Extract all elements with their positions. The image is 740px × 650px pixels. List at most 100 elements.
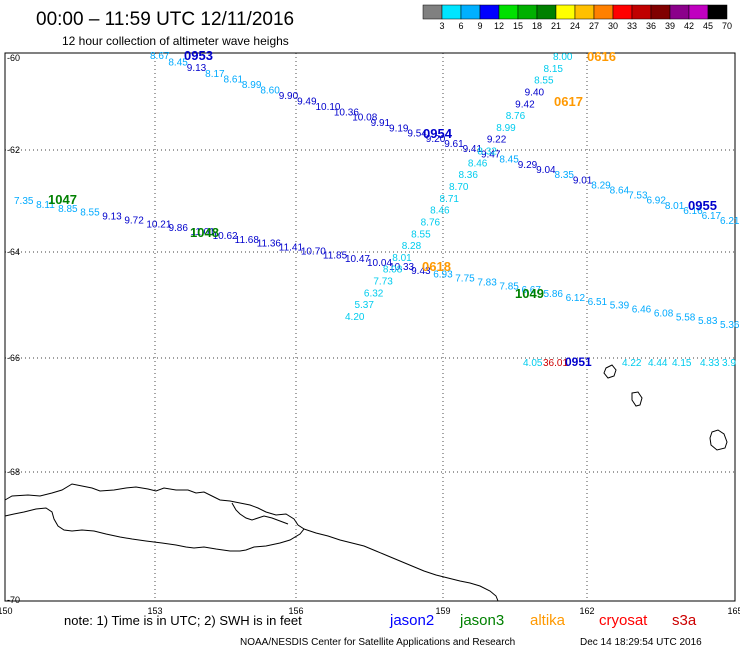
swh-value: 6.51 (588, 297, 608, 308)
swh-value: 8.01 (392, 253, 412, 264)
island-2 (631, 391, 643, 407)
footer: note: 1) Time is in UTC; 2) SWH is in fe… (64, 612, 702, 648)
legend-label: 45 (703, 21, 713, 31)
swh-value: 9.01 (573, 175, 593, 186)
satellite-name-altika: altika (530, 612, 566, 629)
legend-label: 30 (608, 21, 618, 31)
legend-label: 18 (532, 21, 542, 31)
legend-swatch (631, 4, 652, 20)
lat-tick-label: -70 (7, 595, 20, 605)
lon-tick-label: 153 (147, 606, 162, 616)
lon-tick-label: 162 (579, 606, 594, 616)
swh-value: 10.21 (146, 219, 171, 230)
swh-value: 9.29 (518, 160, 538, 171)
swh-value: 9.72 (124, 215, 144, 226)
swh-value: 9.86 (168, 223, 188, 234)
lat-tick-label: -60 (7, 53, 20, 63)
swh-value: 5.39 (610, 301, 630, 312)
pass-time-label: 0616 (587, 49, 616, 64)
swh-value: 11.01 (191, 227, 216, 238)
lat-tick-label: -66 (7, 353, 20, 363)
legend-swatch (688, 4, 709, 20)
swh-value: 7.35 (14, 196, 34, 207)
swh-value: 6.16 (683, 206, 703, 217)
legend-swatch (593, 4, 614, 20)
swh-value: 8.32 (477, 147, 497, 158)
legend-swatch (536, 4, 557, 20)
swh-value: 6.92 (646, 196, 666, 207)
lon-tick-label: 156 (288, 606, 303, 616)
swh-value: 7.73 (373, 277, 393, 288)
swh-value: 9.41 (463, 144, 483, 155)
legend-swatch (707, 4, 728, 20)
swh-value: 9.13 (102, 212, 122, 223)
pass-time-label: 0951 (565, 355, 592, 369)
swh-value: 4.20 (345, 312, 365, 323)
swh-value: 9.61 (444, 139, 464, 150)
swh-value: 9.43 (411, 266, 431, 277)
header: 00:00 – 11:59 UTC 12/11/2016 12 hour col… (36, 9, 294, 48)
swh-value: 11.68 (235, 235, 260, 246)
swh-value: 9.40 (525, 87, 545, 98)
swh-value: 11.36 (257, 239, 282, 250)
swh-value: 8.99 (242, 80, 262, 91)
lat-tick-label: -64 (7, 247, 20, 257)
pass-time-label: 0617 (554, 94, 583, 109)
swh-value: 8.85 (58, 204, 78, 215)
swh-value: 8.99 (496, 123, 516, 134)
footer-credit: NOAA/NESDIS Center for Satellite Applica… (240, 637, 515, 648)
legend-label: 24 (570, 21, 580, 31)
swh-value: 10.36 (334, 107, 359, 118)
swh-value: 5.83 (698, 316, 718, 327)
swh-value: 10.33 (389, 262, 414, 273)
pass-time-label: 1048 (190, 225, 219, 240)
legend-swatch (650, 4, 671, 20)
legend-swatch (517, 4, 538, 20)
swh-value: 8.35 (555, 170, 575, 181)
swh-value: 9.47 (481, 149, 501, 160)
swh-value: 8.55 (80, 208, 100, 219)
swh-value: 9.20 (426, 134, 446, 145)
swh-value: 4.33 (700, 358, 720, 369)
swh-value: 6.32 (364, 288, 384, 299)
swh-value: 8.76 (506, 111, 526, 122)
swh-value: 8.00 (553, 52, 573, 63)
swh-value: 9.49 (297, 97, 317, 108)
swh-value: 8.55 (534, 76, 554, 87)
swh-value: 7.53 (628, 191, 648, 202)
coastline-bay-east (303, 528, 499, 602)
pass-time-label: 0955 (688, 198, 717, 213)
legend-label: 42 (684, 21, 694, 31)
legend-label: 21 (551, 21, 561, 31)
swh-value: 10.70 (301, 246, 326, 257)
page-subtitle: 12 hour collection of altimeter wave hei… (62, 34, 289, 48)
lon-tick-label: 150 (0, 606, 13, 616)
satellite-legend: jason2 jason3 altika cryosat s3a (389, 612, 697, 629)
swh-value: 8.61 (224, 75, 244, 86)
coastline-inlet (231, 502, 289, 525)
legend-swatch (460, 4, 481, 20)
legend-label: 70 (722, 21, 732, 31)
swh-value: 10.62 (213, 231, 238, 242)
pass-time-label: 0618 (422, 259, 451, 274)
swh-value: 9.90 (279, 91, 299, 102)
swh-value: 9.04 (536, 165, 556, 176)
swh-value: 4.05 (523, 358, 543, 369)
legend-swatch (479, 4, 500, 20)
lon-tick-label: 165 (727, 606, 740, 616)
swh-value: 8.76 (421, 217, 441, 228)
map-frame (4, 52, 736, 602)
satellite-name-cryosat: cryosat (599, 612, 648, 629)
satellite-name-jason2: jason2 (389, 612, 434, 629)
swh-value: 8.45 (168, 57, 188, 68)
island-1 (603, 364, 617, 379)
swh-value: 5.36 (720, 320, 740, 331)
legend-label: 36 (646, 21, 656, 31)
page-title: 00:00 – 11:59 UTC 12/11/2016 (36, 9, 294, 30)
swh-value: 6.21 (720, 216, 740, 227)
swh-value: 6.12 (566, 293, 586, 304)
pass-time-label: 1047 (48, 192, 77, 207)
swh-value: 8.29 (591, 180, 611, 191)
